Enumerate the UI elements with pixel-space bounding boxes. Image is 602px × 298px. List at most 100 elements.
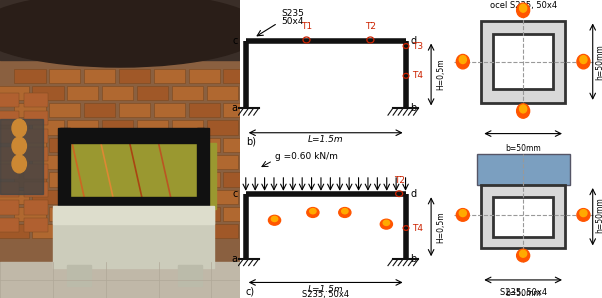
Text: a): a) [5, 282, 14, 292]
Text: T2: T2 [365, 22, 376, 31]
Bar [0, 262, 240, 298]
Bar [477, 153, 569, 185]
Bar [0, 155, 29, 169]
Bar [49, 172, 81, 187]
Text: c: c [232, 189, 238, 199]
Text: c): c) [246, 286, 255, 296]
Bar [137, 120, 168, 135]
Text: 50x4: 50x4 [281, 17, 303, 27]
Bar [137, 224, 168, 238]
Bar [67, 86, 99, 100]
Bar [67, 190, 99, 204]
Text: c: c [232, 36, 238, 46]
Circle shape [577, 209, 590, 221]
Bar [67, 120, 99, 135]
Bar [188, 103, 220, 117]
Bar [24, 164, 48, 179]
Bar [24, 182, 48, 197]
Bar [137, 155, 168, 169]
Bar [154, 69, 185, 83]
Bar [0, 111, 19, 125]
Bar [188, 207, 220, 221]
Bar [119, 138, 150, 152]
Circle shape [12, 119, 26, 137]
Circle shape [268, 215, 281, 225]
Bar [33, 190, 64, 204]
Bar [154, 207, 185, 221]
Circle shape [459, 209, 467, 217]
Bar [24, 200, 48, 215]
Text: S235: S235 [281, 9, 304, 18]
Bar [102, 190, 133, 204]
Circle shape [309, 209, 316, 214]
Text: b: b [411, 254, 417, 264]
Bar [33, 120, 64, 135]
Circle shape [339, 208, 351, 218]
Circle shape [342, 209, 348, 214]
Circle shape [517, 3, 530, 18]
Bar [102, 86, 133, 100]
Text: T3: T3 [412, 41, 423, 51]
Text: b: b [411, 103, 417, 113]
Circle shape [456, 209, 470, 221]
Bar [137, 190, 168, 204]
Text: S235, 50x4: S235, 50x4 [302, 290, 349, 298]
Bar [0, 119, 43, 194]
Bar [0, 129, 19, 143]
Bar [188, 138, 220, 152]
Bar [24, 218, 48, 232]
Bar [172, 120, 203, 135]
Circle shape [517, 104, 530, 118]
Bar [49, 103, 81, 117]
Bar [24, 129, 48, 143]
Text: h=50mm: h=50mm [595, 44, 602, 80]
Bar [0, 120, 29, 135]
Bar [206, 86, 238, 100]
Bar [14, 69, 46, 83]
Circle shape [577, 55, 590, 69]
Bar [494, 34, 553, 89]
Text: T1: T1 [301, 22, 312, 31]
Bar [58, 128, 70, 212]
Bar [14, 138, 46, 152]
Circle shape [307, 208, 319, 218]
Text: L=1.5m: L=1.5m [308, 285, 344, 294]
Text: a: a [232, 254, 238, 264]
Bar [0, 86, 29, 100]
Bar [482, 185, 565, 248]
Circle shape [520, 105, 527, 113]
Text: H=0,5m: H=0,5m [436, 211, 445, 243]
Bar [102, 224, 133, 238]
Bar [60, 128, 204, 143]
Text: b=50mm: b=50mm [505, 289, 541, 298]
Bar [102, 120, 133, 135]
Bar [119, 207, 150, 221]
Bar [223, 172, 255, 187]
Circle shape [517, 249, 530, 262]
Bar [206, 224, 238, 238]
Bar [223, 138, 255, 152]
Bar [67, 265, 92, 286]
Bar [223, 69, 255, 83]
Circle shape [580, 209, 587, 217]
Bar [188, 172, 220, 187]
Bar [223, 103, 255, 117]
Bar [0, 0, 240, 60]
Bar [84, 69, 116, 83]
Text: b): b) [246, 137, 256, 147]
Bar [49, 207, 81, 221]
Bar [0, 93, 19, 107]
Bar [33, 155, 64, 169]
Bar [172, 224, 203, 238]
Text: T2: T2 [394, 176, 405, 185]
Bar [494, 197, 553, 237]
Bar [119, 172, 150, 187]
Text: H=0,5m: H=0,5m [436, 59, 445, 90]
Bar [53, 206, 214, 224]
Bar [67, 155, 99, 169]
Bar [197, 128, 209, 212]
Bar [119, 103, 150, 117]
Bar [154, 172, 185, 187]
Text: L=1.5m: L=1.5m [308, 135, 344, 144]
Text: T4: T4 [412, 71, 423, 80]
